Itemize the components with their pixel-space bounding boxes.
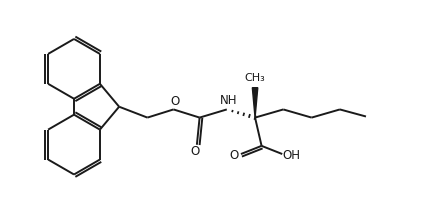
Polygon shape (252, 88, 258, 118)
Text: CH₃: CH₃ (245, 73, 266, 83)
Text: O: O (170, 95, 179, 108)
Text: O: O (230, 149, 239, 162)
Text: OH: OH (283, 149, 300, 162)
Text: O: O (191, 145, 200, 158)
Text: NH: NH (220, 94, 238, 107)
